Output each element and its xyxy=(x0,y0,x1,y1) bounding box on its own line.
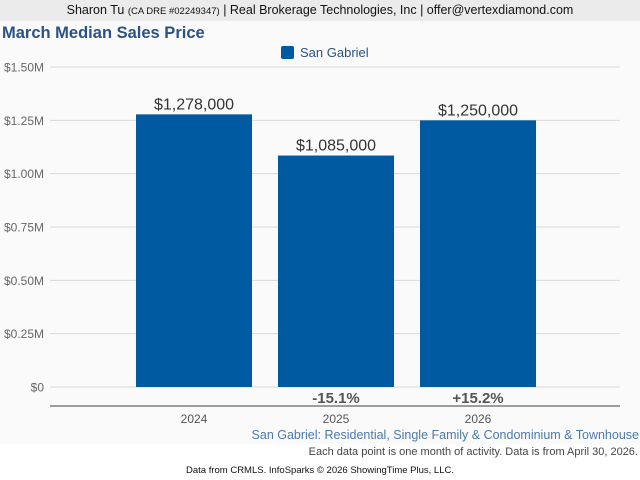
agent-header: Sharon Tu (CA DRE #02249347) | Real Brok… xyxy=(0,0,640,21)
change-label: +15.2% xyxy=(452,390,503,407)
x-tick-label: 2024 xyxy=(181,412,208,426)
bar[interactable] xyxy=(420,120,536,387)
bar-value-label: $1,250,000 xyxy=(438,102,518,119)
y-tick-label: $1.25M xyxy=(4,114,44,128)
chart-title: March Median Sales Price xyxy=(2,24,205,42)
y-tick-label: $0 xyxy=(31,381,45,395)
legend[interactable]: San Gabriel xyxy=(281,45,369,60)
legend-label: San Gabriel xyxy=(300,45,369,60)
bar[interactable] xyxy=(136,114,252,388)
change-label: -15.1% xyxy=(312,390,360,407)
data-note: Each data point is one month of activity… xyxy=(308,446,638,458)
data-credit: Data from CRMLS. InfoSparks © 2026 Showi… xyxy=(185,465,454,476)
agent-details: | Real Brokerage Technologies, Inc | off… xyxy=(223,3,574,17)
agent-name: Sharon Tu xyxy=(66,3,125,17)
x-tick-label: 2025 xyxy=(323,412,350,426)
y-tick-label: $1.00M xyxy=(4,167,44,181)
x-tick-label: 2026 xyxy=(465,412,492,426)
y-tick-label: $0.25M xyxy=(4,327,44,341)
legend-swatch xyxy=(281,46,294,59)
agent-license: (CA DRE #02249347) xyxy=(127,6,220,17)
y-tick-label: $0.75M xyxy=(4,221,44,235)
chart-subtitle: San Gabriel: Residential, Single Family … xyxy=(251,428,639,442)
bar-value-label: $1,085,000 xyxy=(296,138,376,155)
y-tick-label: $1.50M xyxy=(4,61,44,75)
bar[interactable] xyxy=(278,155,394,387)
bar-value-label: $1,278,000 xyxy=(154,96,234,113)
y-tick-label: $0.50M xyxy=(4,274,44,288)
